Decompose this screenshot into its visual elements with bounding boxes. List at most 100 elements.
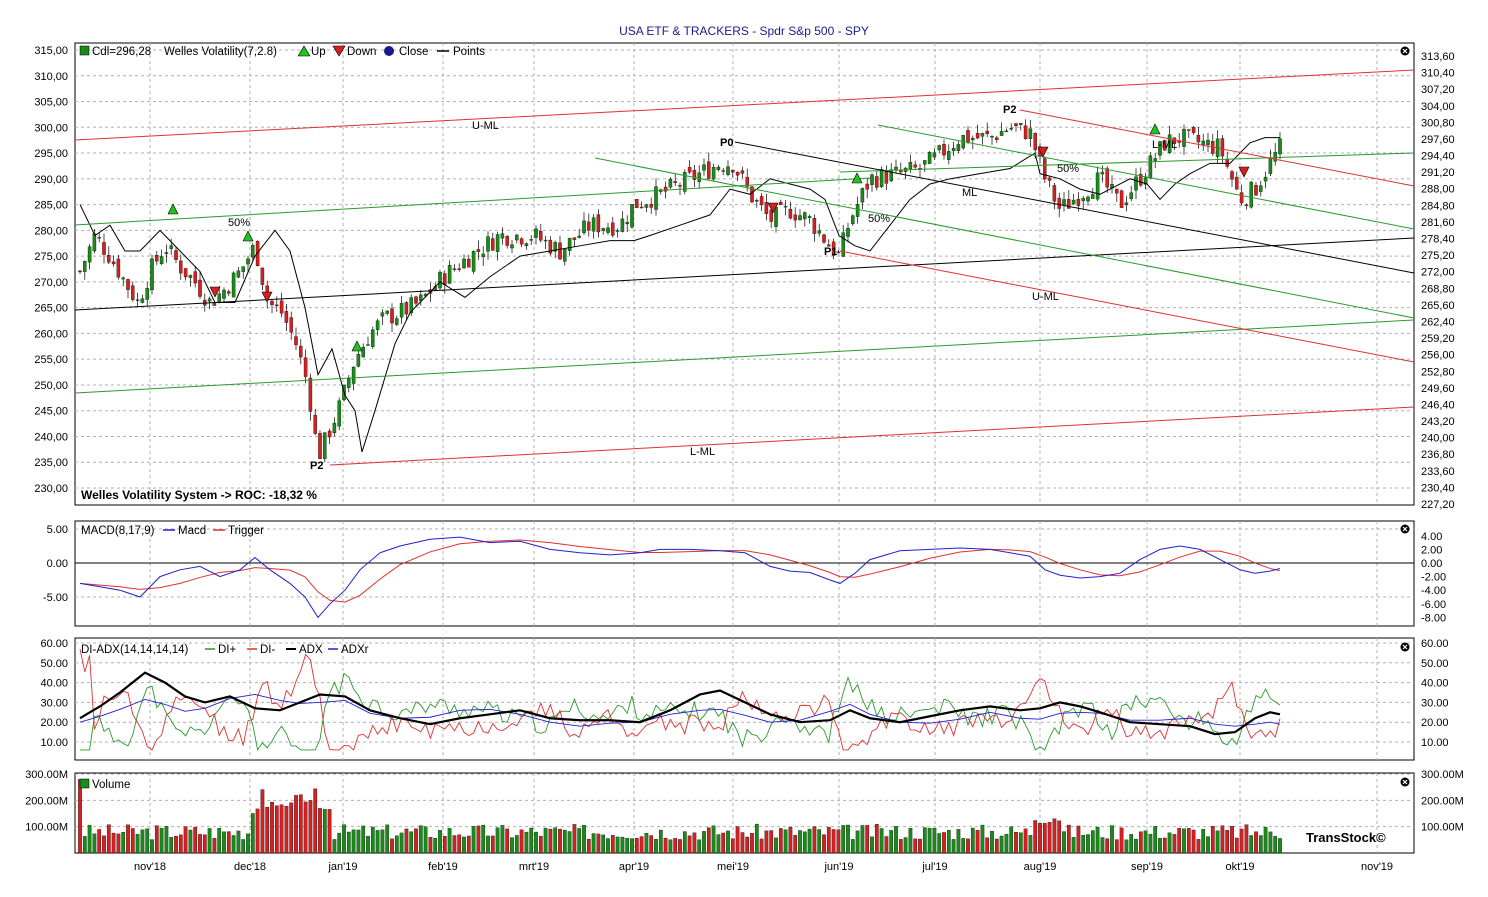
volume-bar xyxy=(1186,828,1191,854)
volume-bar xyxy=(836,829,841,854)
volume-bar xyxy=(582,825,586,854)
legend-diminus: DI- xyxy=(260,644,276,656)
pitchfork-median-line xyxy=(74,237,1415,311)
candle-body xyxy=(975,133,980,139)
candle-body xyxy=(1268,158,1273,174)
candle-body xyxy=(97,237,101,239)
volume-bar xyxy=(97,829,102,854)
volume-bar xyxy=(495,827,500,854)
volume-bar xyxy=(639,836,644,854)
volume-bar xyxy=(788,826,793,854)
price-right-tick: 236,80 xyxy=(1421,449,1455,461)
price-right-tick: 300,80 xyxy=(1421,117,1455,129)
volume-bar xyxy=(970,827,975,854)
candle-body xyxy=(726,166,730,175)
legend-close: Close xyxy=(399,46,428,58)
candle-body xyxy=(779,201,783,205)
candle-body xyxy=(515,234,519,241)
volume-bar xyxy=(548,828,553,854)
volume-bar xyxy=(447,828,452,854)
candle-body xyxy=(827,244,831,247)
legend-macd: Macd xyxy=(178,525,206,537)
volume-bar xyxy=(721,832,726,854)
candle-body xyxy=(1028,128,1033,140)
candle-body xyxy=(188,275,193,278)
volume-bar xyxy=(884,836,889,854)
volume-bar xyxy=(956,829,961,854)
adx-panel xyxy=(74,637,1415,761)
volume-bar xyxy=(159,828,164,854)
adx-series xyxy=(79,648,1281,752)
volume-bar xyxy=(990,830,994,854)
volume-bar xyxy=(630,838,634,854)
macd-right-tick: 4.00 xyxy=(1421,531,1442,543)
candle-body xyxy=(971,137,975,141)
volume-bar xyxy=(673,838,678,854)
price-right-tick: 297,60 xyxy=(1421,134,1455,146)
volume-bar xyxy=(668,839,673,854)
volume-right-tick: 300.00M xyxy=(1421,769,1464,781)
volume-bar xyxy=(442,836,447,854)
candle-body xyxy=(510,244,514,249)
volume-bar xyxy=(999,835,1004,854)
candle-body xyxy=(505,236,509,246)
candle-body xyxy=(548,239,553,254)
candle-body xyxy=(740,170,745,174)
price-panel-close-button[interactable] xyxy=(1400,46,1410,56)
price-left-tick: 290,00 xyxy=(34,174,68,186)
volume-bar xyxy=(327,809,332,854)
volume-bar xyxy=(524,831,529,854)
price-left-tick: 270,00 xyxy=(34,277,68,289)
volume-bar xyxy=(802,831,807,854)
month-tick-label: nov'19 xyxy=(1361,861,1393,873)
candle-body xyxy=(1143,177,1148,185)
price-left-tick: 300,00 xyxy=(34,122,68,134)
volume-bar xyxy=(409,831,414,854)
candle-body xyxy=(639,206,644,209)
macd-panel-close-button[interactable] xyxy=(1400,524,1410,534)
price-right-tick: 246,40 xyxy=(1421,399,1455,411)
volume-bar xyxy=(1124,839,1129,854)
volume-bar xyxy=(951,839,956,854)
month-tick-label: jun'19 xyxy=(823,861,853,873)
volume-bar xyxy=(562,829,567,854)
candle-body xyxy=(347,378,351,388)
candle-body xyxy=(529,239,533,241)
candle-body xyxy=(227,291,231,294)
candle-body xyxy=(135,299,140,301)
volume-bar xyxy=(1206,836,1210,854)
volume-bar xyxy=(394,835,399,854)
candle-body xyxy=(1230,171,1234,180)
candle-body xyxy=(1172,137,1177,144)
candle-body xyxy=(1196,134,1201,143)
candle-body xyxy=(131,285,135,300)
volume-bar xyxy=(687,835,692,854)
candle-body xyxy=(985,130,989,135)
month-tick-label: aug'19 xyxy=(1024,861,1057,873)
price-left-tick: 295,00 xyxy=(34,148,68,160)
volume-bar xyxy=(1038,822,1042,854)
volume-bar xyxy=(476,825,481,854)
candle-body xyxy=(289,317,293,333)
volume-legend: Volume xyxy=(79,778,130,791)
candle-swatch-icon xyxy=(79,45,90,56)
buy-signal-triangle xyxy=(351,340,363,352)
macd-line xyxy=(79,536,1281,619)
volume-bar xyxy=(294,795,298,854)
adx-panel-close-button[interactable] xyxy=(1400,642,1410,652)
volume-bar xyxy=(750,833,754,854)
candle-body xyxy=(587,221,591,231)
candle-body xyxy=(1220,138,1225,157)
volume-panel-close-button[interactable] xyxy=(1400,777,1410,787)
pivot-p1: P1 xyxy=(824,246,837,258)
volume-bar xyxy=(577,828,582,854)
volume-bar xyxy=(874,824,879,854)
legend-down: Down xyxy=(347,46,376,58)
volume-bar xyxy=(246,833,250,854)
volume-bar xyxy=(174,835,178,854)
grid-lines xyxy=(75,43,1414,853)
volume-bar xyxy=(342,824,346,854)
volume-bar xyxy=(913,838,918,854)
candle-body xyxy=(620,218,625,232)
candle-body xyxy=(1249,181,1253,208)
